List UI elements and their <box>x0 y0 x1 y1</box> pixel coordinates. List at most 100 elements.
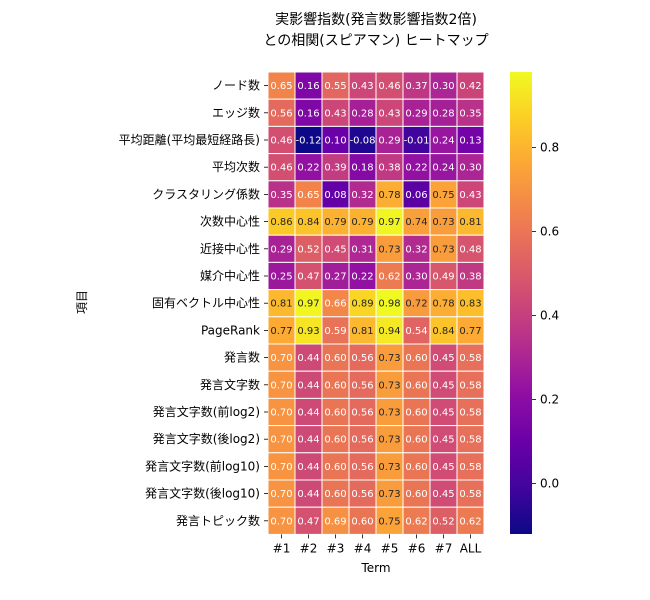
heatmap-cell <box>456 234 485 263</box>
x-tick-label: #2 <box>300 541 318 555</box>
heatmap-cell <box>402 125 431 155</box>
cell-value-label: 0.44 <box>297 353 319 364</box>
heatmap-cell <box>402 98 431 127</box>
cell-value-label: 0.48 <box>459 244 481 255</box>
cell-value-label: 0.43 <box>324 108 346 119</box>
cell-value-label: 0.27 <box>324 272 346 283</box>
heatmap-cell <box>321 506 350 535</box>
cell-value-label: 0.44 <box>297 408 319 419</box>
y-tick-label: 次数中心性 <box>200 214 260 229</box>
cell-value-label: 0.58 <box>459 380 481 391</box>
cell-value-label: 0.60 <box>405 489 427 500</box>
cell-value-label: -0.01 <box>404 136 430 147</box>
cell-value-label: 0.70 <box>270 516 292 527</box>
y-tick-label: 平均距離(平均最短経路長) <box>119 132 260 147</box>
cell-value-label: 0.97 <box>378 217 400 228</box>
heatmap-cell <box>456 71 485 100</box>
cell-value-label: 0.74 <box>405 217 427 228</box>
heatmap-cell <box>456 207 485 236</box>
cell-value-label: 0.60 <box>405 353 427 364</box>
heatmap-cell <box>429 234 458 263</box>
y-tick-label: クラスタリング係数 <box>152 186 260 201</box>
cell-value-label: 0.58 <box>459 353 481 364</box>
heatmap-cell <box>456 370 485 399</box>
cell-value-label: 0.70 <box>270 435 292 446</box>
cell-value-label: 0.18 <box>351 163 373 174</box>
cell-value-label: 0.69 <box>324 516 346 527</box>
heatmap-cell <box>402 397 431 427</box>
heatmap-cell <box>456 261 485 291</box>
cell-value-label: 0.37 <box>405 81 427 92</box>
y-tick-label: 発言文字数(後log10) <box>145 486 260 501</box>
heatmap-cell <box>321 316 350 345</box>
cell-value-label: 0.25 <box>270 272 292 283</box>
cell-value-label: 0.60 <box>405 435 427 446</box>
cell-value-label: 0.94 <box>378 326 400 337</box>
cell-value-label: 0.89 <box>351 299 373 310</box>
heatmap-cell <box>348 98 377 127</box>
cell-value-label: 0.60 <box>324 462 346 473</box>
cell-value-label: 0.46 <box>270 136 292 147</box>
y-tick-label: 平均次数 <box>212 159 260 174</box>
cell-value-label: 0.84 <box>297 217 319 228</box>
heatmap-cell <box>294 397 323 427</box>
y-tick-label: PageRank <box>201 323 260 337</box>
cell-value-label: 0.56 <box>351 462 373 473</box>
heatmap-cell <box>321 397 350 427</box>
heatmap-cell <box>429 343 458 372</box>
chart-title-line-1: 実影響指数(発言数影響指数2倍) <box>275 11 477 28</box>
cell-value-label: 0.46 <box>378 81 400 92</box>
cell-value-label: 0.47 <box>297 516 319 527</box>
cell-value-label: 0.70 <box>270 353 292 364</box>
cell-value-label: 0.10 <box>324 136 346 147</box>
cell-value-label: 0.35 <box>459 108 481 119</box>
heatmap-cell <box>267 506 296 535</box>
heatmap-cell <box>402 506 431 535</box>
cell-value-label: 0.66 <box>324 299 346 310</box>
cell-value-label: 0.84 <box>432 326 454 337</box>
cell-value-label: -0.08 <box>350 136 376 147</box>
cell-value-label: 0.73 <box>378 380 400 391</box>
y-tick-label: 媒介中心性 <box>200 268 260 283</box>
cell-value-label: 0.81 <box>351 326 373 337</box>
cell-value-label: 0.60 <box>405 408 427 419</box>
cell-value-label: 0.60 <box>405 462 427 473</box>
cell-value-label: 0.79 <box>324 217 346 228</box>
y-axis-label: 項目 <box>75 290 89 314</box>
cell-value-label: 0.16 <box>297 81 319 92</box>
cell-value-label: 0.32 <box>405 244 427 255</box>
cell-value-label: 0.60 <box>324 408 346 419</box>
cell-value-label: 0.75 <box>378 516 400 527</box>
cell-value-label: 0.44 <box>297 489 319 500</box>
cell-value-label: 0.30 <box>405 272 427 283</box>
heatmap-cell <box>348 125 377 155</box>
cell-value-label: 0.56 <box>351 435 373 446</box>
y-tick-label: エッジ数 <box>212 105 260 120</box>
cell-value-label: 0.45 <box>432 408 454 419</box>
x-tick-labels: #1 #2 #3 #4 #5 #6 #7 ALL <box>273 534 482 555</box>
heatmap-cell <box>294 479 323 508</box>
heatmap-cell <box>348 452 377 481</box>
heatmap-cell <box>456 479 485 508</box>
heatmap-cell <box>294 289 323 318</box>
cell-value-label: 0.73 <box>378 462 400 473</box>
colorbar-tick-label: 0.4 <box>540 309 559 323</box>
cell-value-label: 0.28 <box>432 108 454 119</box>
y-tick-label: ノード数 <box>212 78 260 93</box>
cell-value-label: 0.45 <box>432 353 454 364</box>
x-tick-label: #5 <box>381 541 399 555</box>
cell-value-label: 0.45 <box>324 244 346 255</box>
heatmap-cell <box>402 425 431 454</box>
cell-value-label: 0.24 <box>432 136 454 147</box>
heatmap-cell <box>375 153 404 182</box>
cell-value-label: 0.52 <box>432 516 454 527</box>
cell-value-label: 0.65 <box>297 190 319 201</box>
cell-value-label: 0.60 <box>324 489 346 500</box>
cell-value-label: 0.58 <box>459 462 481 473</box>
cell-value-label: 0.54 <box>405 326 427 337</box>
cell-value-label: 0.72 <box>405 299 427 310</box>
cell-value-label: 0.73 <box>378 435 400 446</box>
cell-value-label: 0.45 <box>432 435 454 446</box>
heatmap-cell <box>375 234 404 263</box>
cell-value-label: -0.12 <box>296 136 322 147</box>
